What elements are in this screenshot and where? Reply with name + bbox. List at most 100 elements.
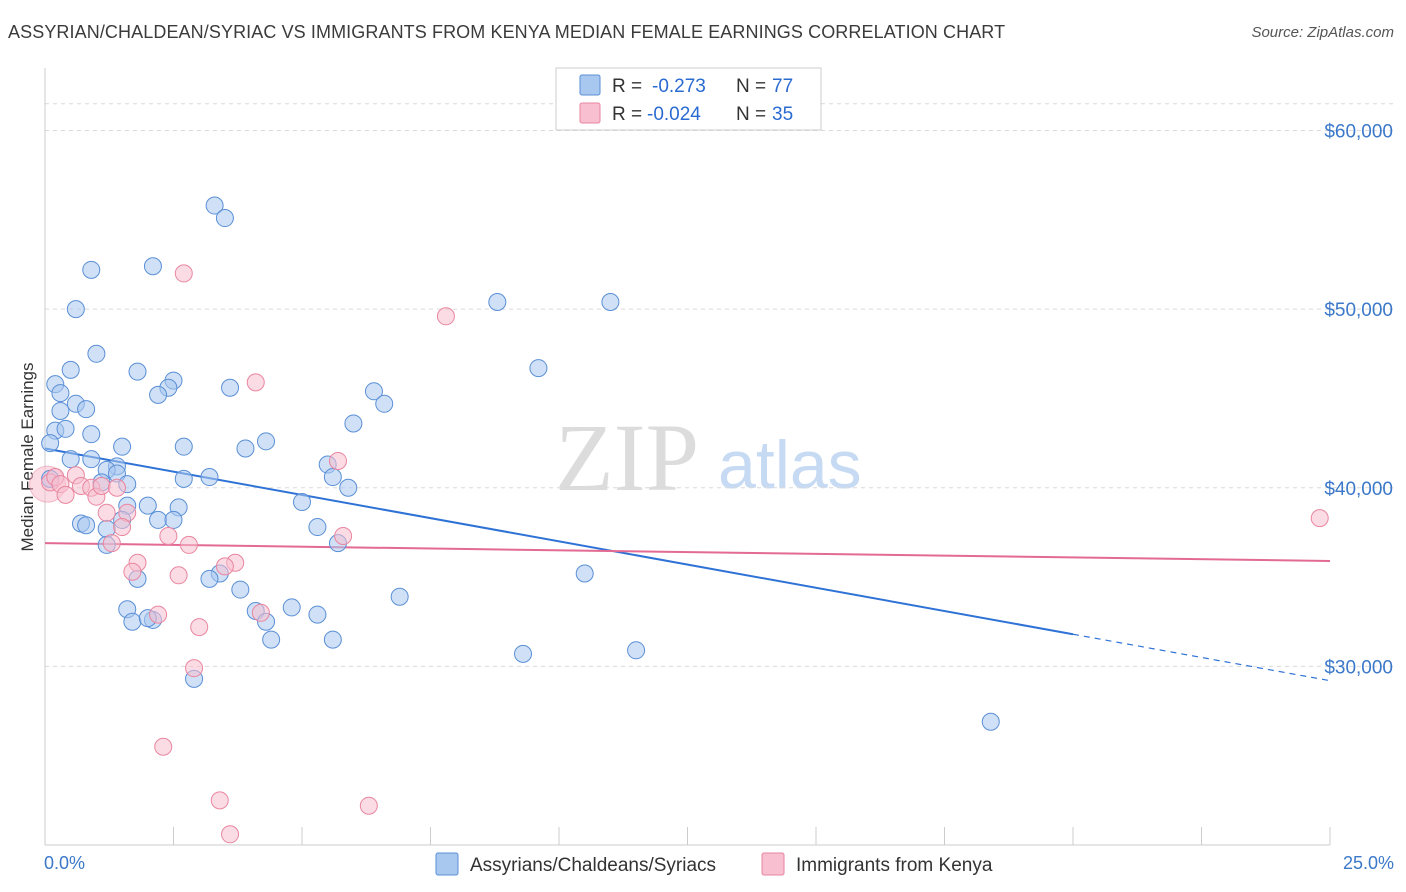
chart-title: ASSYRIAN/CHALDEAN/SYRIAC VS IMMIGRANTS F… (8, 22, 1006, 42)
point-kenya (251, 603, 270, 622)
point-assyrian (77, 400, 96, 419)
point-kenya (328, 451, 347, 470)
point-assyrian (529, 359, 548, 378)
point-assyrian (149, 385, 168, 404)
series-legend-label-pink: Immigrants from Kenya (796, 855, 993, 876)
legend-n-value-2: 35 (772, 104, 793, 125)
point-assyrian (82, 425, 101, 444)
legend-r-value-1: -0.273 (652, 76, 706, 97)
legend-r-label-2: R = (612, 104, 642, 125)
point-kenya (154, 737, 173, 756)
point-kenya (169, 566, 188, 585)
point-kenya (174, 264, 193, 283)
point-assyrian (293, 493, 311, 512)
x-tick-label-min: 0.0% (44, 853, 85, 873)
point-kenya (190, 618, 209, 637)
point-kenya (436, 307, 455, 326)
point-assyrian (601, 292, 620, 311)
y-tick-label: $30,000 (1324, 657, 1393, 678)
point-assyrian (174, 469, 193, 488)
point-kenya (215, 557, 234, 576)
point-assyrian (514, 644, 533, 663)
point-assyrian (344, 414, 363, 433)
point-kenya (179, 535, 198, 554)
legend-swatch-blue (579, 74, 601, 96)
point-assyrian (174, 437, 193, 456)
point-assyrian (82, 450, 101, 469)
x-ticks (44, 827, 1331, 845)
point-kenya (56, 485, 75, 504)
point-assyrian (138, 496, 157, 515)
point-assyrian (41, 434, 60, 453)
point-assyrian (205, 196, 224, 215)
y-tick-label: $40,000 (1324, 479, 1393, 500)
point-assyrian (236, 439, 255, 458)
series-legend-label-blue: Assyrians/Chaldeans/Syriacs (470, 855, 716, 876)
point-assyrian (61, 450, 80, 469)
point-assyrian (123, 612, 142, 631)
point-kenya (149, 605, 168, 624)
point-assyrian (364, 382, 383, 401)
correlation-legend: R = -0.273 N = 77 R = -0.024 N = 35 (555, 67, 822, 131)
legend-r-label-1: R = (612, 76, 642, 97)
point-assyrian (82, 260, 101, 279)
point-assyrian (113, 437, 132, 456)
point-assyrian (390, 587, 409, 606)
point-assyrian (77, 516, 96, 535)
point-kenya (107, 478, 126, 497)
point-assyrian (323, 630, 342, 649)
point-assyrian (231, 580, 250, 599)
source-label: Source: ZipAtlas.com (1251, 24, 1394, 41)
point-assyrian (164, 510, 183, 529)
legend-r-value-2: -0.024 (647, 104, 701, 125)
trend-line-pink (44, 542, 1331, 562)
point-assyrian (339, 478, 358, 497)
series-legend-swatch-blue (435, 852, 459, 876)
y-tick-label: $60,000 (1324, 122, 1393, 143)
point-kenya (102, 534, 121, 553)
point-kenya (185, 659, 204, 678)
point-assyrian (56, 419, 75, 438)
point-kenya (123, 562, 142, 581)
point-assyrian (981, 712, 1000, 731)
series-legend-swatch-pink (761, 852, 785, 876)
point-assyrian (61, 360, 80, 379)
legend-swatch-pink (579, 102, 601, 124)
point-assyrian (128, 362, 147, 381)
point-assyrian (575, 564, 594, 583)
point-assyrian (282, 598, 301, 617)
point-kenya (210, 791, 229, 810)
point-kenya (334, 526, 353, 545)
point-assyrian (488, 292, 507, 311)
point-assyrian (262, 630, 281, 649)
watermark: ZIP atlas (555, 404, 862, 511)
point-assyrian (87, 344, 106, 363)
watermark-zip: ZIP (555, 404, 699, 511)
y-axis-label: Median Female Earnings (18, 363, 37, 552)
x-tick-label-max: 25.0% (1343, 853, 1394, 873)
point-assyrian (143, 257, 162, 276)
point-assyrian (257, 432, 276, 451)
y-tick-label: $50,000 (1324, 300, 1393, 321)
point-kenya (92, 476, 111, 495)
point-kenya (97, 503, 116, 522)
point-assyrian (51, 401, 70, 420)
point-kenya (113, 518, 132, 537)
point-assyrian (66, 300, 85, 319)
y-ticks: $30,000 $40,000 $50,000 $60,000 (1324, 122, 1393, 679)
point-assyrian (221, 378, 240, 397)
legend-n-label-2: N = (736, 104, 766, 125)
point-kenya (359, 796, 378, 815)
point-assyrian (149, 510, 168, 529)
legend-n-label-1: N = (736, 76, 766, 97)
point-assyrian (200, 569, 219, 588)
point-kenya (246, 373, 265, 392)
watermark-atlas: atlas (718, 427, 862, 503)
point-assyrian (308, 605, 327, 624)
point-assyrian (51, 384, 70, 403)
legend-n-value-1: 77 (772, 76, 793, 97)
point-assyrian (627, 641, 646, 660)
data-points (29, 196, 1329, 844)
point-kenya (1310, 509, 1329, 528)
